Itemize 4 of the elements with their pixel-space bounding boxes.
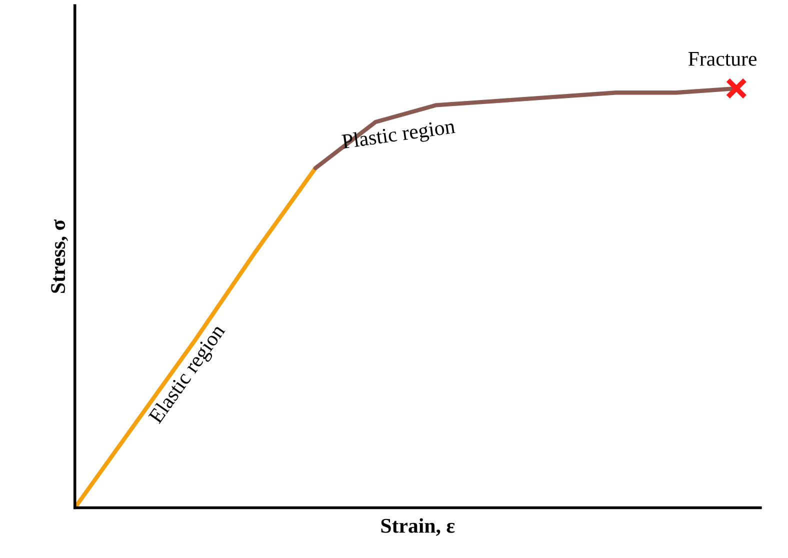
x-axis-title: Strain, ε bbox=[381, 518, 455, 536]
annotation: Plastic region bbox=[341, 118, 456, 153]
y-axis-title: Stress, σ bbox=[51, 219, 68, 293]
text: Fracture bbox=[688, 52, 757, 66]
